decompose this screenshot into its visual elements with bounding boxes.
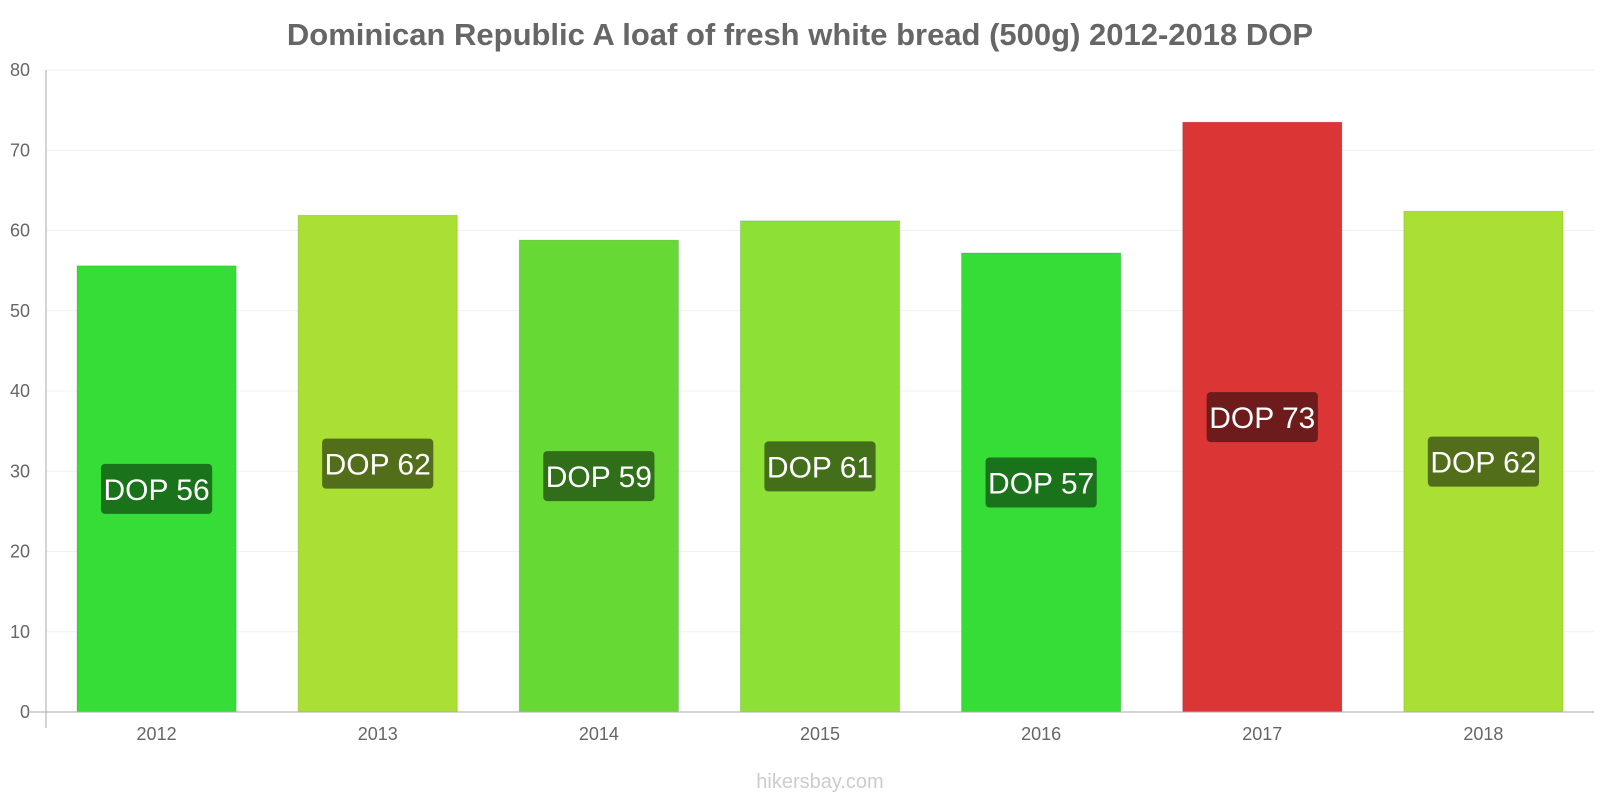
value-label-box — [543, 451, 655, 502]
value-label-box — [1427, 436, 1540, 487]
value-label: DOP 56 — [103, 474, 209, 507]
value-label: DOP 73 — [1209, 402, 1315, 435]
value-labels: DOP 56 DOP 62 DOP 59 DOP 61 DOP 57 DOP 73 DOP … — [100, 392, 1540, 514]
y-axis: 0 10 20 30 40 50 60 70 80 — [10, 60, 47, 728]
bars — [76, 121, 1564, 713]
x-tick-label: 2015 — [800, 724, 840, 744]
value-label-box — [1206, 392, 1318, 443]
x-axis: 2012 2013 2014 2015 2016 2017 2018 — [30, 711, 1594, 744]
y-tick-label: 30 — [10, 461, 30, 481]
y-tick-label: 40 — [10, 381, 30, 401]
value-label-box — [985, 457, 1097, 508]
value-label: DOP 57 — [988, 467, 1094, 500]
y-tick-label: 80 — [10, 60, 30, 80]
y-tick-label: 50 — [10, 301, 30, 321]
y-tick-label: 20 — [10, 542, 30, 562]
value-label: DOP 62 — [1430, 447, 1536, 480]
value-label-box — [100, 463, 213, 514]
x-tick-label: 2014 — [579, 724, 619, 744]
value-label: DOP 59 — [546, 461, 652, 494]
y-tick-label: 0 — [20, 702, 30, 722]
y-tick-label: 70 — [10, 140, 30, 160]
chart-title: Dominican Republic A loaf of fresh white… — [287, 17, 1313, 52]
x-tick-label: 2012 — [137, 724, 177, 744]
value-label-box — [322, 438, 434, 489]
x-tick-label: 2016 — [1021, 724, 1061, 744]
x-tick-label: 2018 — [1463, 724, 1503, 744]
x-tick-label: 2017 — [1242, 724, 1282, 744]
source-watermark: hikersbay.com — [756, 771, 883, 793]
value-label-box — [764, 441, 876, 492]
y-tick-label: 60 — [10, 221, 30, 241]
value-label: DOP 62 — [325, 449, 431, 482]
x-tick-label: 2013 — [358, 724, 398, 744]
value-label: DOP 61 — [767, 451, 873, 484]
y-tick-label: 10 — [10, 622, 30, 642]
